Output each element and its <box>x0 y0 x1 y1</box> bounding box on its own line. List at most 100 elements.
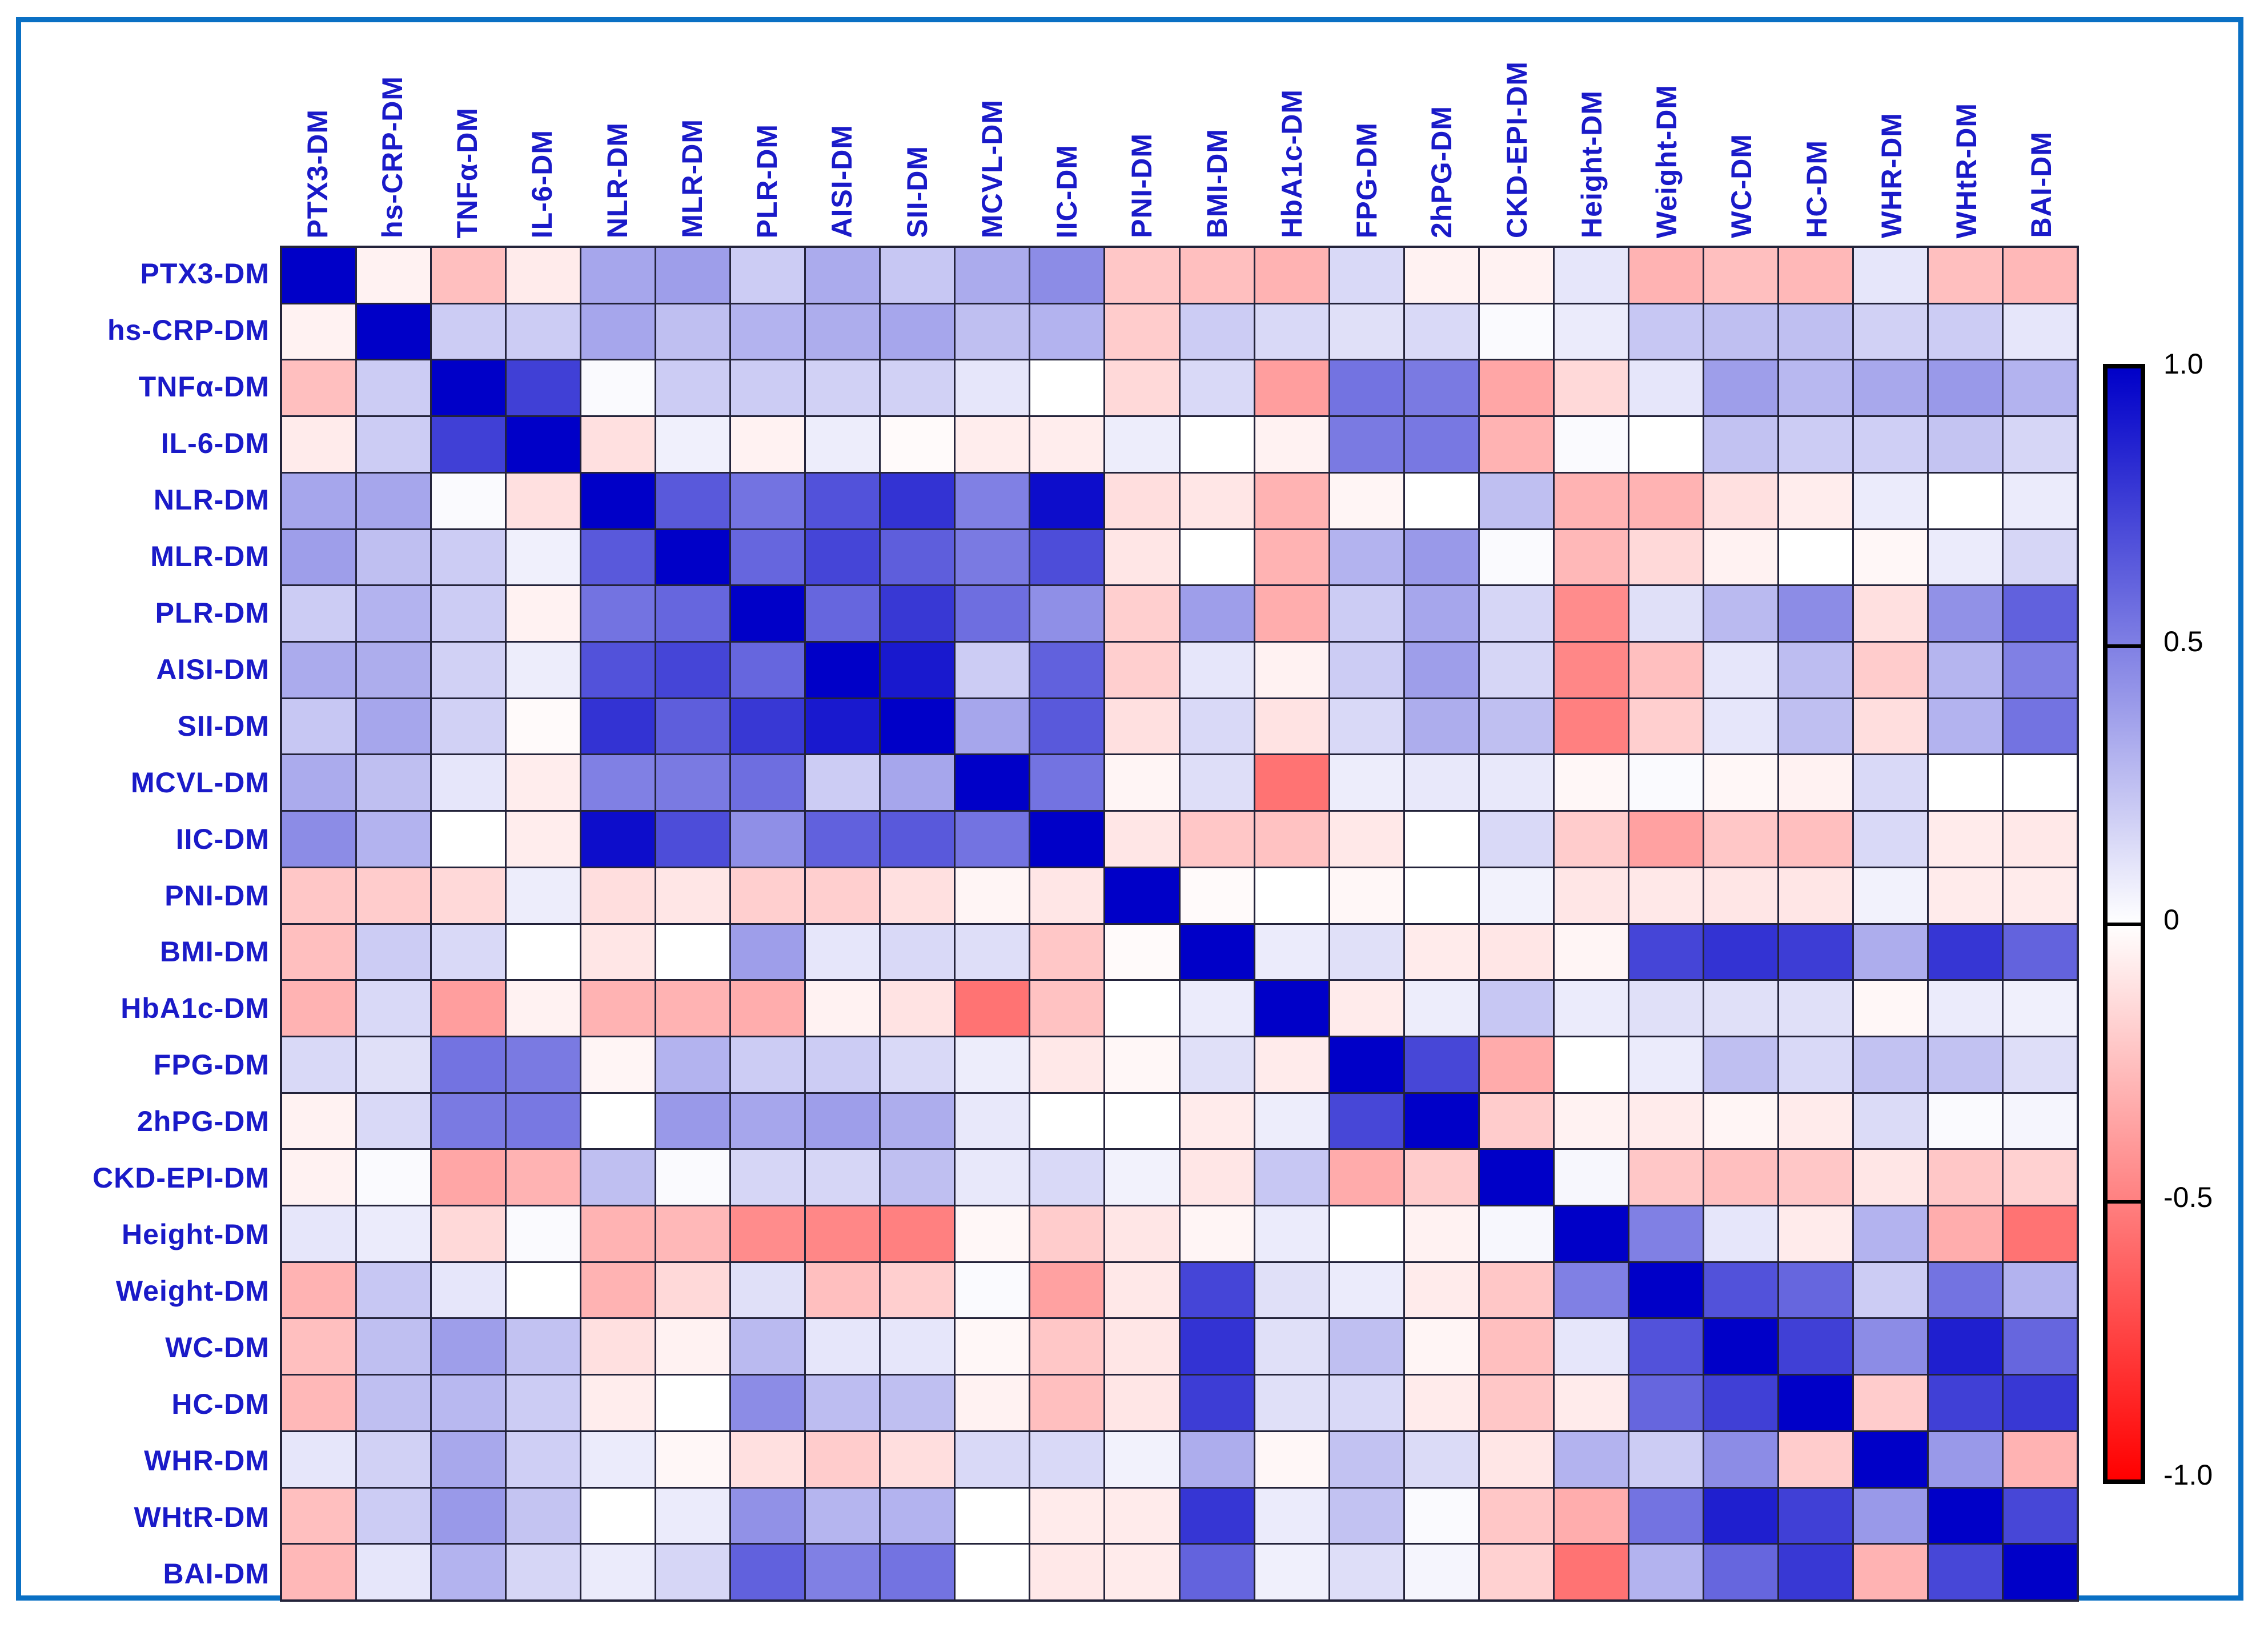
heatmap-cell <box>507 1319 580 1374</box>
heatmap-cell <box>1704 1319 1777 1374</box>
heatmap-cell <box>1779 1376 1852 1430</box>
heatmap-cell <box>1330 1150 1403 1205</box>
heatmap-cell <box>1629 1093 1703 1149</box>
heatmap-cell <box>357 586 431 641</box>
row-label: BMI-DM <box>159 936 270 968</box>
heatmap-cell <box>1779 868 1852 923</box>
heatmap-cell <box>432 417 505 472</box>
heatmap-cell <box>881 1376 954 1430</box>
row-label: WHtR-DM <box>134 1501 270 1533</box>
heatmap-cell <box>2003 1037 2077 1092</box>
heatmap-cell <box>1853 1488 1927 1543</box>
heatmap-cell <box>1479 1093 1553 1149</box>
heatmap-cell <box>1629 1376 1703 1430</box>
heatmap-cell <box>1030 417 1104 472</box>
heatmap-cell <box>1779 642 1852 697</box>
heatmap-cell <box>581 1376 655 1430</box>
heatmap-cell <box>1255 360 1328 416</box>
heatmap-cell <box>1704 417 1777 472</box>
heatmap-cell <box>432 1376 505 1430</box>
heatmap-cell <box>1404 360 1478 416</box>
heatmap-cell <box>1479 1037 1553 1092</box>
heatmap-cell <box>1928 1206 2002 1261</box>
heatmap-cell <box>507 981 580 1036</box>
heatmap-cell <box>507 868 580 923</box>
heatmap-cell <box>1255 1206 1328 1261</box>
heatmap-cell <box>1704 1376 1777 1430</box>
heatmap-cell <box>656 1431 730 1487</box>
heatmap-cell <box>731 1488 805 1543</box>
heatmap-cell <box>1105 1262 1179 1318</box>
heatmap-cell <box>357 248 431 303</box>
heatmap-cell <box>1779 1545 1852 1599</box>
heatmap-cell <box>956 642 1029 697</box>
column-label: Height-DM <box>1575 90 1608 238</box>
heatmap-cell <box>1704 1206 1777 1261</box>
heatmap-cell <box>507 360 580 416</box>
heatmap-cell <box>1928 360 2002 416</box>
heatmap-cell <box>432 473 505 528</box>
heatmap-cell <box>1404 1262 1478 1318</box>
heatmap-cell <box>282 1376 356 1430</box>
heatmap-cell <box>656 417 730 472</box>
heatmap-cell <box>1255 642 1328 697</box>
column-label: HC-DM <box>1800 140 1833 238</box>
heatmap-cell <box>432 360 505 416</box>
heatmap-cell <box>1404 642 1478 697</box>
heatmap-cell <box>881 699 954 754</box>
heatmap-cell <box>1779 473 1852 528</box>
column-label: FPG-DM <box>1351 122 1383 238</box>
heatmap-cell <box>1629 755 1703 811</box>
heatmap-cell <box>656 473 730 528</box>
heatmap-cell <box>1853 1093 1927 1149</box>
heatmap-cell <box>1853 981 1927 1036</box>
column-label: WHtR-DM <box>1950 102 1983 238</box>
heatmap-cell <box>1928 812 2002 867</box>
heatmap-cell <box>581 868 655 923</box>
heatmap-cell <box>1330 1037 1403 1092</box>
heatmap-cell <box>806 530 880 585</box>
heatmap-cell <box>1030 1545 1104 1599</box>
heatmap-cell <box>956 530 1029 585</box>
column-label: TNFα-DM <box>451 107 484 238</box>
row-label: WC-DM <box>165 1331 270 1364</box>
heatmap-cell <box>507 530 580 585</box>
heatmap-cell <box>282 868 356 923</box>
heatmap-cell <box>806 1376 880 1430</box>
heatmap-cell <box>806 1488 880 1543</box>
row-label: BAI-DM <box>163 1557 270 1590</box>
heatmap-cell <box>1629 1488 1703 1543</box>
heatmap-cell <box>581 699 655 754</box>
heatmap-cell <box>1853 1150 1927 1205</box>
heatmap-cell <box>581 755 655 811</box>
heatmap-cell <box>357 304 431 359</box>
heatmap-cell <box>1330 417 1403 472</box>
heatmap-cell <box>731 642 805 697</box>
row-label: NLR-DM <box>153 484 270 516</box>
heatmap-cell <box>1255 1319 1328 1374</box>
heatmap-cell <box>881 755 954 811</box>
heatmap-cell <box>1554 1093 1628 1149</box>
heatmap-cell <box>1479 304 1553 359</box>
column-label: CKD-EPI-DM <box>1500 61 1533 238</box>
heatmap-cell <box>806 924 880 980</box>
heatmap-cell <box>1105 586 1179 641</box>
heatmap-cell <box>282 1319 356 1374</box>
heatmap-cell <box>731 924 805 980</box>
heatmap-cell <box>357 755 431 811</box>
heatmap-cell <box>1704 924 1777 980</box>
heatmap-cell <box>1779 1262 1852 1318</box>
heatmap-cell <box>656 812 730 867</box>
heatmap-cell <box>956 1545 1029 1599</box>
heatmap-cell <box>731 1376 805 1430</box>
heatmap-cell <box>357 1206 431 1261</box>
heatmap-cell <box>1105 473 1179 528</box>
heatmap-cell <box>1255 1431 1328 1487</box>
heatmap-cell <box>2003 586 2077 641</box>
heatmap-cell <box>1554 473 1628 528</box>
heatmap-cell <box>806 360 880 416</box>
heatmap-cell <box>656 360 730 416</box>
heatmap-cell <box>1928 1262 2002 1318</box>
heatmap-cell <box>1704 642 1777 697</box>
heatmap-cell <box>432 1093 505 1149</box>
